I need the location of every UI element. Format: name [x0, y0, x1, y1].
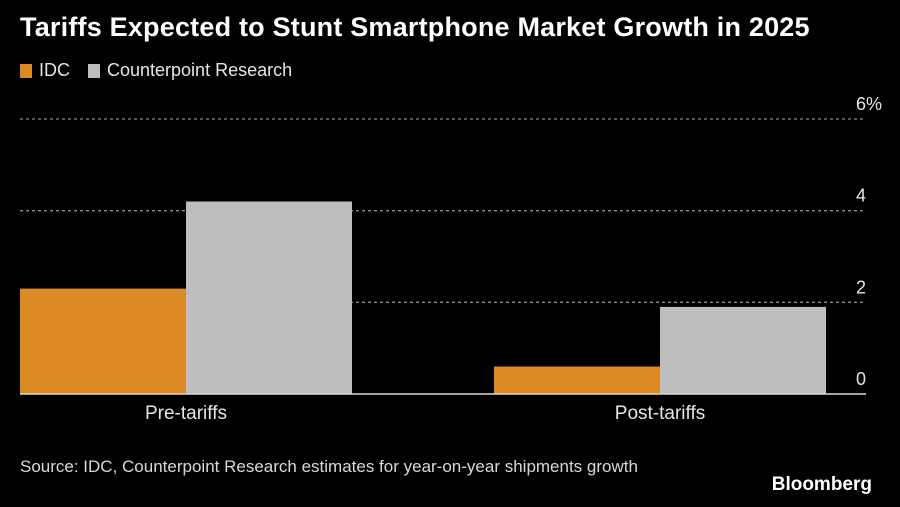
bar-idc-pre-tariffs — [20, 288, 186, 394]
bar-counterpoint-research-pre-tariffs — [186, 201, 352, 394]
bars — [20, 201, 826, 394]
x-tick-label: Post-tariffs — [615, 403, 705, 424]
x-tick-label: Pre-tariffs — [145, 403, 227, 424]
chart-title: Tariffs Expected to Stunt Smartphone Mar… — [20, 12, 810, 42]
gridlines — [20, 118, 866, 303]
y-tick-label: 2 — [856, 277, 866, 297]
legend-label-counterpoint: Counterpoint Research — [107, 60, 293, 80]
bar-counterpoint-research-post-tariffs — [660, 306, 826, 394]
legend-label-idc: IDC — [39, 60, 70, 80]
source-note: Source: IDC, Counterpoint Research estim… — [20, 457, 638, 476]
axes: 0 2 4 6% Pre-tariffs Post-tariffs — [20, 94, 882, 424]
bloomberg-logo: Bloomberg — [771, 474, 872, 495]
legend-item-counterpoint: Counterpoint Research — [88, 60, 292, 81]
legend-item-idc: IDC — [20, 60, 70, 81]
y-tick-label: 4 — [856, 186, 866, 206]
legend: IDC Counterpoint Research — [20, 60, 310, 81]
y-tick-label: 0 — [856, 369, 866, 389]
bar-idc-post-tariffs — [494, 366, 660, 394]
legend-swatch-counterpoint — [88, 63, 100, 78]
y-tick-label: 6% — [856, 94, 882, 114]
legend-swatch-idc — [20, 63, 32, 78]
